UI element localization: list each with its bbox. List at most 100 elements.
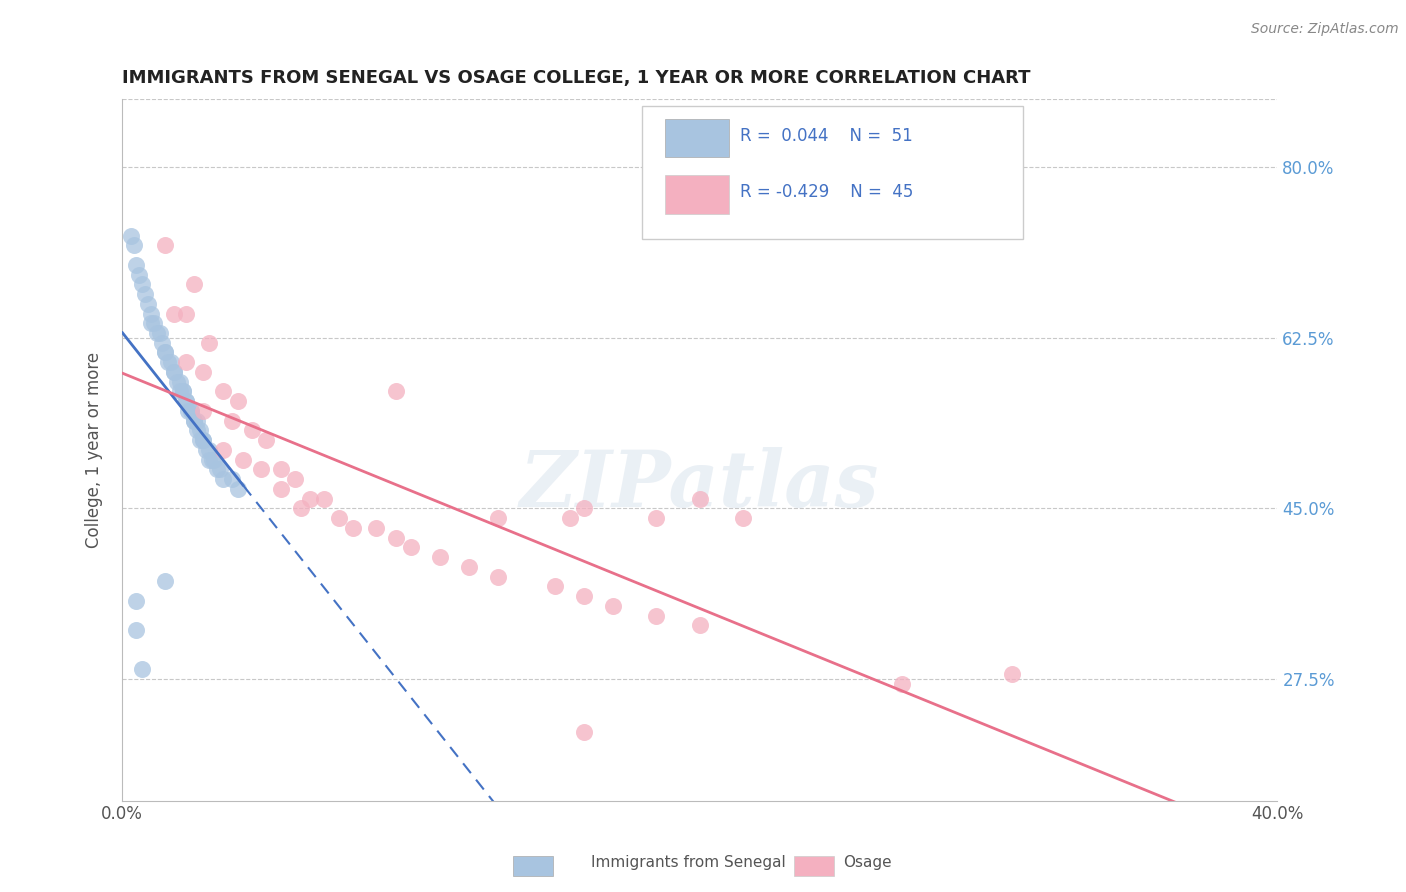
- Point: [290, 501, 312, 516]
- Point: [486, 569, 509, 583]
- Point: [429, 550, 451, 565]
- FancyBboxPatch shape: [665, 175, 728, 213]
- Point: [204, 452, 226, 467]
- Point: [385, 384, 408, 399]
- Point: [200, 452, 222, 467]
- Point: [131, 662, 153, 676]
- Point: [209, 462, 232, 476]
- FancyBboxPatch shape: [665, 119, 728, 157]
- Point: [152, 335, 174, 350]
- Point: [120, 228, 142, 243]
- Point: [385, 531, 408, 545]
- Point: [232, 452, 254, 467]
- Point: [558, 511, 581, 525]
- Point: [183, 414, 205, 428]
- Point: [183, 277, 205, 292]
- Point: [174, 355, 197, 369]
- Point: [160, 355, 183, 369]
- Point: [212, 472, 235, 486]
- Point: [221, 472, 243, 486]
- Point: [186, 424, 208, 438]
- Point: [157, 355, 180, 369]
- Point: [163, 306, 186, 320]
- Point: [155, 345, 177, 359]
- Point: [128, 268, 150, 282]
- Point: [890, 676, 912, 690]
- Point: [183, 414, 205, 428]
- Point: [689, 491, 711, 506]
- Text: R = -0.429    N =  45: R = -0.429 N = 45: [740, 184, 914, 202]
- Point: [645, 511, 668, 525]
- Point: [186, 414, 208, 428]
- Point: [457, 559, 479, 574]
- Point: [314, 491, 336, 506]
- Point: [180, 404, 202, 418]
- Point: [544, 579, 567, 593]
- Point: [240, 424, 263, 438]
- Point: [602, 599, 624, 613]
- Point: [174, 394, 197, 409]
- Point: [145, 326, 167, 340]
- Point: [172, 384, 194, 399]
- Point: [163, 365, 186, 379]
- Point: [174, 394, 197, 409]
- Point: [342, 521, 364, 535]
- Point: [172, 384, 194, 399]
- Point: [486, 511, 509, 525]
- Point: [134, 287, 156, 301]
- Point: [169, 384, 191, 399]
- Point: [122, 238, 145, 252]
- Point: [125, 258, 148, 272]
- Text: IMMIGRANTS FROM SENEGAL VS OSAGE COLLEGE, 1 YEAR OR MORE CORRELATION CHART: IMMIGRANTS FROM SENEGAL VS OSAGE COLLEGE…: [122, 69, 1031, 87]
- Point: [256, 433, 278, 447]
- Point: [131, 277, 153, 292]
- Point: [177, 404, 200, 418]
- Point: [731, 511, 754, 525]
- Point: [191, 433, 214, 447]
- Point: [572, 589, 595, 603]
- Point: [212, 442, 235, 457]
- Point: [139, 306, 162, 320]
- Point: [328, 511, 350, 525]
- Point: [645, 608, 668, 623]
- Point: [125, 623, 148, 637]
- Y-axis label: College, 1 year or more: College, 1 year or more: [86, 351, 103, 548]
- Point: [180, 404, 202, 418]
- Point: [155, 238, 177, 252]
- Point: [1001, 667, 1024, 681]
- Point: [572, 501, 595, 516]
- FancyBboxPatch shape: [643, 106, 1024, 239]
- Point: [298, 491, 321, 506]
- Text: Source: ZipAtlas.com: Source: ZipAtlas.com: [1251, 22, 1399, 37]
- Point: [270, 482, 292, 496]
- Point: [125, 594, 148, 608]
- Point: [572, 725, 595, 739]
- Point: [155, 574, 177, 589]
- Point: [139, 316, 162, 330]
- Point: [194, 442, 217, 457]
- Text: Osage: Osage: [844, 855, 893, 870]
- Point: [191, 404, 214, 418]
- Point: [366, 521, 388, 535]
- Point: [249, 462, 271, 476]
- Point: [169, 375, 191, 389]
- Point: [212, 384, 235, 399]
- Point: [142, 316, 165, 330]
- Point: [136, 297, 159, 311]
- Point: [149, 326, 172, 340]
- Text: R =  0.044    N =  51: R = 0.044 N = 51: [740, 128, 912, 145]
- Point: [284, 472, 307, 486]
- Point: [188, 433, 211, 447]
- Point: [155, 345, 177, 359]
- Point: [270, 462, 292, 476]
- Point: [226, 394, 249, 409]
- Point: [226, 482, 249, 496]
- Text: ZIPatlas: ZIPatlas: [520, 447, 879, 524]
- Point: [166, 375, 188, 389]
- Point: [197, 452, 219, 467]
- Point: [399, 541, 422, 555]
- Point: [191, 365, 214, 379]
- Text: Immigrants from Senegal: Immigrants from Senegal: [591, 855, 786, 870]
- Point: [188, 424, 211, 438]
- Point: [221, 414, 243, 428]
